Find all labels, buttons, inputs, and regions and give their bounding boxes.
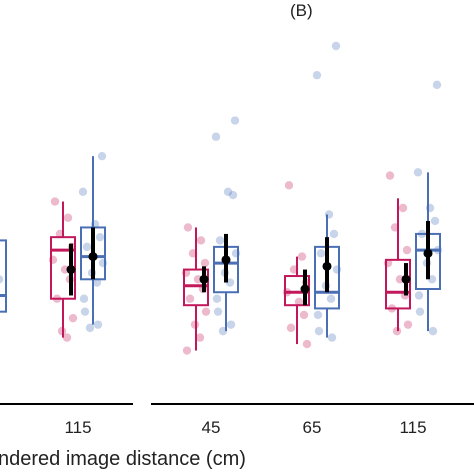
panel-label: (B) — [290, 1, 313, 20]
data-point — [201, 307, 211, 316]
data-point — [182, 346, 192, 355]
data-point — [185, 294, 195, 303]
data-point — [284, 181, 294, 190]
data-point — [228, 190, 238, 200]
data-point — [97, 151, 107, 161]
data-point — [428, 326, 438, 336]
data-point — [314, 326, 324, 336]
data-point — [230, 116, 240, 125]
marks-layer — [0, 41, 443, 355]
mean-point — [88, 252, 98, 262]
data-point — [223, 187, 233, 196]
data-point — [50, 197, 60, 206]
data-point — [79, 294, 89, 303]
data-point — [432, 80, 442, 90]
tick-label-115-left: 115 — [64, 418, 91, 437]
data-point — [63, 213, 73, 222]
data-point — [195, 333, 205, 342]
x-axis-title: ndered image distance (cm) — [0, 448, 246, 470]
data-point — [93, 320, 103, 329]
data-point — [215, 236, 225, 245]
mean-point — [423, 248, 433, 258]
data-point — [196, 236, 206, 245]
data-point — [200, 258, 210, 268]
data-point — [402, 245, 412, 255]
data-point — [95, 232, 105, 242]
data-point — [331, 41, 341, 51]
data-point — [414, 291, 424, 300]
data-point — [316, 249, 326, 258]
data-point — [226, 320, 236, 329]
data-point — [0, 275, 4, 284]
data-point — [313, 310, 323, 320]
data-point — [326, 294, 336, 303]
tick-label-65: 65 — [303, 418, 322, 437]
data-point — [212, 294, 222, 303]
data-point — [62, 333, 72, 342]
data-point — [403, 320, 413, 329]
data-point — [302, 339, 312, 349]
data-point — [85, 323, 95, 333]
box-group-4-pink — [385, 258, 411, 310]
data-point — [413, 168, 423, 177]
mean-point — [199, 274, 209, 284]
data-point — [385, 171, 395, 180]
data-point — [327, 333, 337, 342]
data-point — [329, 229, 339, 239]
mean-point — [221, 255, 231, 265]
data-point — [183, 223, 193, 232]
data-point — [312, 70, 322, 80]
data-point — [297, 252, 307, 261]
mean-point — [401, 274, 411, 284]
data-point — [80, 307, 90, 316]
box-group-0-blue — [0, 239, 7, 313]
data-point — [294, 297, 304, 307]
data-point — [213, 307, 223, 316]
data-point — [78, 187, 88, 196]
data-point — [92, 278, 102, 287]
data-point — [299, 310, 309, 320]
data-point — [286, 323, 296, 333]
data-point — [82, 242, 92, 252]
box-group-2-pink — [183, 268, 209, 307]
data-point — [430, 216, 440, 226]
tick-label-45: 45 — [202, 418, 221, 437]
mean-point — [300, 284, 310, 294]
data-point — [68, 313, 78, 323]
mean-point — [66, 265, 76, 275]
data-point — [415, 307, 425, 316]
data-point — [398, 203, 408, 213]
tick-label-115-right: 115 — [399, 418, 426, 437]
mean-point — [322, 261, 332, 271]
data-point — [211, 132, 221, 141]
